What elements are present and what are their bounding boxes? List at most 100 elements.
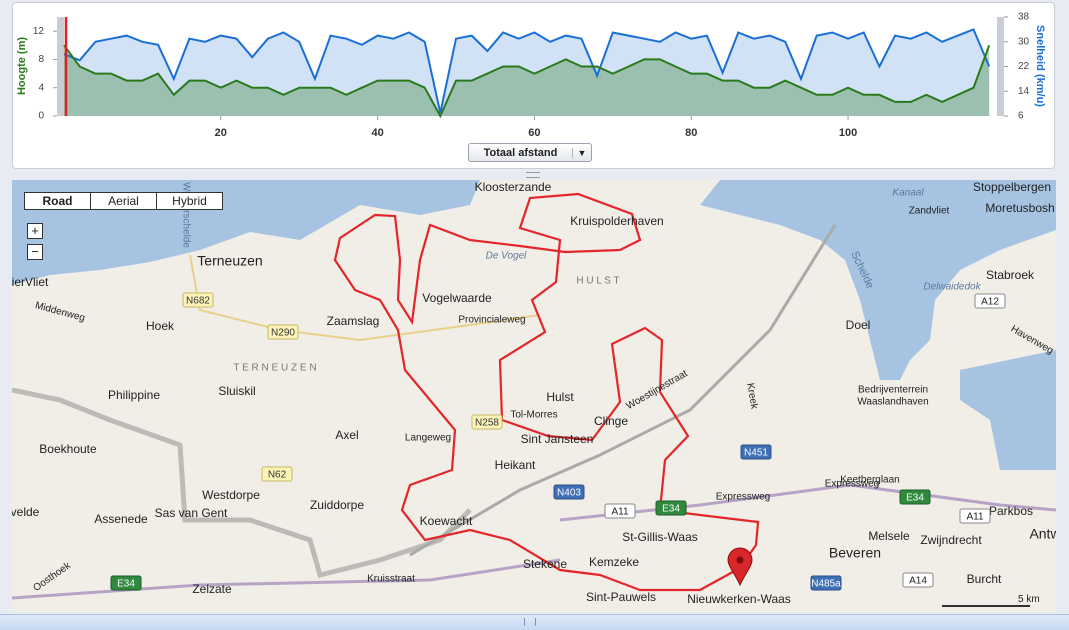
road-shield bbox=[471, 414, 503, 430]
map-label: Koewacht bbox=[420, 514, 473, 528]
map-label: Zelzate bbox=[192, 582, 232, 596]
map-label: Westerschelde bbox=[180, 182, 191, 248]
map-label: Sint-Pauwels bbox=[586, 590, 656, 604]
road-shield-label: A11 bbox=[966, 512, 983, 523]
map-label: De Vogel bbox=[486, 251, 528, 262]
map-label: Keetberglaan bbox=[840, 475, 900, 486]
y2-tick-label: 30 bbox=[1018, 36, 1030, 47]
map-label: Zandvliet bbox=[909, 206, 950, 217]
road-shield-label: N403 bbox=[557, 488, 581, 499]
road-shield bbox=[267, 324, 299, 340]
map-label: Delwaidedok bbox=[923, 282, 981, 293]
road-shield bbox=[899, 489, 931, 505]
x-tick-label: 20 bbox=[215, 127, 227, 139]
highway bbox=[12, 558, 561, 600]
road-shield-label: N62 bbox=[268, 470, 287, 481]
x-axis-select[interactable]: Totaal afstand ▼ bbox=[468, 143, 592, 162]
y2-tick-label: 14 bbox=[1018, 86, 1030, 97]
map-label: Hulst bbox=[546, 390, 574, 404]
x-tick-label: 40 bbox=[371, 127, 383, 139]
map-label: Beveren bbox=[829, 545, 881, 561]
map-label: St-Gillis-Waas bbox=[622, 530, 698, 544]
map-label: Philippine bbox=[108, 388, 160, 402]
road-shield bbox=[810, 575, 842, 591]
map-label: velde bbox=[12, 505, 40, 519]
map-label: Zuiddorpe bbox=[310, 498, 364, 512]
map-label: Kanaal bbox=[892, 188, 924, 199]
road-shield bbox=[553, 484, 585, 500]
splitter[interactable] bbox=[526, 172, 540, 178]
zoom-in[interactable]: + bbox=[27, 223, 43, 239]
y2-axis-label: Snelheid (km/u) bbox=[1034, 25, 1046, 107]
road-shield-label: E34 bbox=[662, 504, 680, 515]
map-label: Kreek bbox=[744, 382, 760, 411]
road-shield-label: A14 bbox=[909, 576, 927, 587]
y-tick-label: 12 bbox=[33, 26, 45, 37]
map-label: Hoek bbox=[146, 319, 175, 333]
road-shield-label: A11 bbox=[611, 507, 628, 518]
map-label: Westdorpe bbox=[202, 488, 260, 502]
map-label: Axel bbox=[335, 428, 358, 442]
x-tick-label: 100 bbox=[839, 127, 857, 139]
series-area bbox=[64, 29, 990, 116]
y2-tick-label: 22 bbox=[1018, 61, 1030, 72]
map-label: Moretusbosh bbox=[985, 201, 1054, 215]
position-marker bbox=[727, 547, 753, 587]
map-label: Expressweg bbox=[716, 492, 770, 503]
select-label: Totaal afstand bbox=[483, 146, 558, 159]
left-axis-strip bbox=[57, 17, 64, 116]
map-label: Burcht bbox=[967, 572, 1002, 586]
road-shield bbox=[959, 508, 991, 524]
map-label: Boekhoute bbox=[39, 442, 97, 456]
road-shield bbox=[110, 575, 142, 591]
water bbox=[700, 180, 1056, 380]
route bbox=[333, 192, 760, 592]
scale-label: 5 km bbox=[1018, 594, 1040, 605]
map-label: Terneuzen bbox=[197, 253, 262, 269]
map-type-button[interactable]: Aerial bbox=[90, 193, 156, 209]
road-shield bbox=[902, 572, 934, 588]
map-label: Bedrijventerrein bbox=[858, 385, 928, 396]
map-label: Kemzeke bbox=[589, 555, 639, 569]
y2-tick-label: 38 bbox=[1018, 12, 1030, 23]
series-line bbox=[63, 28, 991, 114]
series-area bbox=[64, 45, 990, 116]
map-label: Antw bbox=[1029, 526, 1056, 542]
map-label: Doel bbox=[846, 318, 871, 332]
road-shield-label: E34 bbox=[117, 579, 135, 590]
map-label: Waaslandhaven bbox=[857, 397, 928, 408]
road-shield-label: N290 bbox=[271, 328, 295, 339]
road-shield-label: N485a bbox=[811, 579, 841, 590]
water bbox=[960, 350, 1056, 470]
y-axis-label: Hoogte (m) bbox=[16, 37, 28, 95]
map-label: H U L S T bbox=[576, 276, 619, 287]
x-tick-label: 60 bbox=[528, 127, 540, 139]
y-tick-label: 4 bbox=[38, 82, 44, 93]
road-shield-label: E34 bbox=[906, 493, 924, 504]
road-shield-label: N258 bbox=[475, 418, 499, 429]
road-shield bbox=[740, 444, 772, 460]
map-label: Tol-Morres bbox=[510, 410, 557, 421]
map-label: Stoppelbergen bbox=[973, 180, 1051, 194]
y2-tick-label: 6 bbox=[1018, 111, 1024, 122]
grip[interactable] bbox=[524, 618, 536, 626]
map-label: Vogelwaarde bbox=[422, 291, 492, 305]
road-shield-label: N451 bbox=[744, 448, 768, 459]
map-label: Expressweg bbox=[825, 479, 879, 490]
map-label: Stabroek bbox=[986, 268, 1035, 282]
elevation-speed-chart: Hoogte (m) Snelheid (km/u) 0 4 8 12 6 14 22 30 3… bbox=[16, 12, 1046, 139]
map-label: Clinge bbox=[594, 414, 628, 428]
select-arrow: ▼ bbox=[572, 147, 591, 158]
map-label: Heikant bbox=[495, 458, 536, 472]
map-type-button[interactable]: Hybrid bbox=[156, 193, 222, 209]
marker-dot bbox=[736, 556, 744, 564]
map-label: Sluiskil bbox=[218, 384, 255, 398]
road-shield bbox=[655, 500, 687, 516]
map-label: T E R N E U Z E N bbox=[233, 363, 316, 374]
bottom-bar bbox=[0, 614, 1069, 630]
zoom-out[interactable]: − bbox=[27, 244, 43, 260]
road-shield-label: A12 bbox=[981, 297, 999, 308]
map-type-button[interactable]: Road bbox=[42, 194, 73, 208]
x-tick-label: 80 bbox=[685, 127, 697, 139]
